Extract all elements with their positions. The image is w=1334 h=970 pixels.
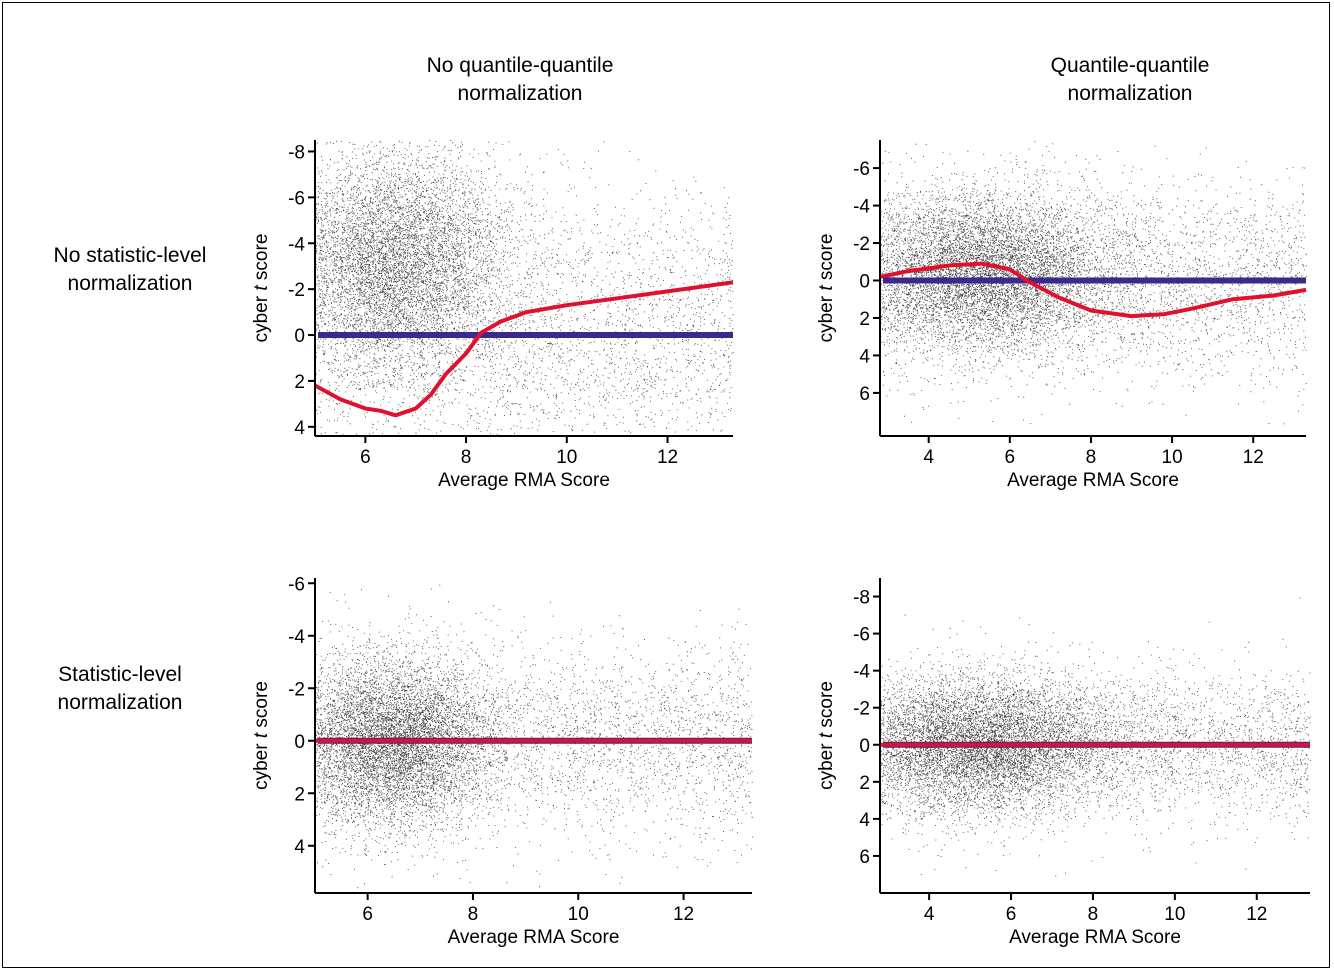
x-tick-label: 8: [461, 447, 472, 468]
row-title-statistic: Statistic-level normalization: [57, 663, 183, 714]
x-tick-label: 10: [1162, 447, 1183, 468]
scatter-points: [315, 584, 753, 889]
x-tick-label: 4: [924, 904, 935, 925]
plot-panel-3: -8 -6 -4 -2 0 2 4 6 4 6 8 10 12 Average RMA Score cybe…: [816, 578, 1311, 948]
x-tick-label: 10: [556, 447, 577, 468]
y-tick-label: -6: [288, 574, 305, 595]
scatter-points: [315, 140, 734, 437]
y-tick-label: 0: [294, 326, 305, 347]
y-tick-label: -6: [853, 159, 870, 180]
y-tick-label: 4: [294, 418, 305, 439]
y-tick-label: -2: [853, 699, 870, 720]
x-tick-label: 12: [657, 447, 678, 468]
x-tick-label: 10: [568, 904, 589, 925]
y-tick-label: 6: [859, 847, 870, 868]
point-cloud: [315, 584, 753, 889]
y-tick-label: -8: [288, 142, 305, 163]
x-tick-label: 4: [923, 447, 934, 468]
y-tick-label: -2: [853, 234, 870, 255]
y-tick-label: 2: [859, 309, 870, 330]
x-tick-label: 12: [1246, 904, 1267, 925]
x-tick-label: 10: [1164, 904, 1185, 925]
x-tick-label: 8: [468, 904, 479, 925]
y-tick-label: -4: [853, 662, 870, 683]
y-tick-label: -4: [288, 234, 305, 255]
trend-line: [314, 280, 734, 418]
column-title-quantile: Quantile-quantile normalization: [1050, 54, 1210, 105]
x-axis-label: Average RMA Score: [1009, 927, 1181, 948]
x-tick-label: 6: [360, 447, 371, 468]
x-tick-label: 8: [1088, 904, 1099, 925]
x-tick-label: 6: [1005, 447, 1016, 468]
point-cloud: [880, 597, 1311, 877]
y-tick-label: 6: [859, 384, 870, 405]
row-title-no-statistic: No statistic-level normalization: [53, 244, 207, 295]
x-tick-label: 6: [1006, 904, 1017, 925]
y-tick-label: -2: [288, 280, 305, 301]
column-title-no-quantile: No quantile-quantile normalization: [426, 54, 614, 105]
x-tick-label: 12: [1243, 447, 1264, 468]
y-tick-label: 2: [294, 784, 305, 805]
y-tick-label: 2: [294, 372, 305, 393]
plot-panel-0: -8 -6 -4 -2 0 2 4 6 8 10 12 Average RMA Score cyber …: [251, 140, 734, 491]
plot-panel-2: -6 -4 -2 0 2 4 6 8 10 12 Average RMA Score cyber t …: [251, 574, 753, 948]
y-tick-label: -8: [853, 588, 870, 609]
x-tick-label: 12: [673, 904, 694, 925]
y-tick-label: 0: [859, 736, 870, 757]
y-tick-label: -4: [288, 627, 305, 648]
y-tick-label: -2: [288, 679, 305, 700]
scatter-points: [880, 141, 1307, 437]
y-tick-label: -4: [853, 197, 870, 218]
y-tick-label: 0: [294, 732, 305, 753]
y-tick-label: 4: [859, 810, 870, 831]
y-tick-label: -6: [288, 188, 305, 209]
y-axis-label: cyber t score: [816, 681, 837, 790]
x-axis-label: Average RMA Score: [1007, 470, 1179, 491]
trend-line: [879, 261, 1307, 319]
y-axis-label: cyber t score: [816, 234, 837, 343]
y-tick-label: 0: [859, 272, 870, 293]
x-axis-label: Average RMA Score: [448, 927, 620, 948]
y-tick-label: -6: [853, 625, 870, 646]
x-tick-label: 8: [1086, 447, 1097, 468]
point-cloud: [315, 140, 734, 437]
y-tick-label: 4: [294, 837, 305, 858]
y-axis-label: cyber t score: [251, 234, 272, 343]
y-axis-label: cyber t score: [251, 681, 272, 790]
plot-panel-1: -6 -4 -2 0 2 4 6 4 6 8 10 12 Average RMA Score cyber …: [816, 140, 1307, 491]
x-axis-label: Average RMA Score: [438, 470, 610, 491]
x-tick-label: 6: [362, 904, 373, 925]
point-cloud: [880, 141, 1307, 437]
scatter-points: [880, 597, 1311, 877]
y-tick-label: 2: [859, 773, 870, 794]
y-tick-label: 4: [859, 346, 870, 367]
